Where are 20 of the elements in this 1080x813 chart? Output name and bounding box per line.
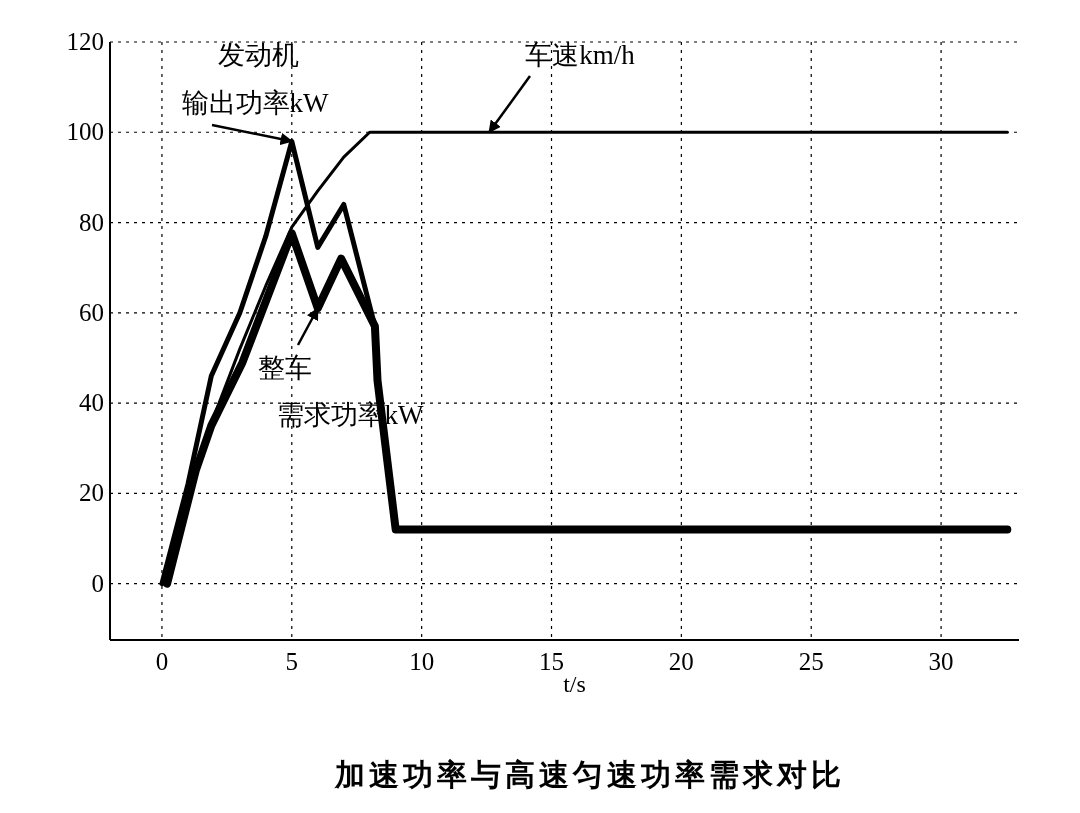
y-tick-label: 20 [79, 479, 104, 507]
x-tick-label: 0 [155, 648, 169, 675]
x-axis-title: t/s [563, 671, 586, 697]
text: 加速功率与高速匀速功率需求对比 [334, 757, 845, 792]
y-tick-label: 60 [79, 298, 104, 326]
y-tick-label: 40 [79, 389, 104, 417]
x-tick-label: 20 [668, 648, 694, 675]
x-tick-label: 30 [928, 648, 954, 675]
annotation: 输出功率kW [181, 88, 330, 118]
y-tick-label: 80 [79, 208, 104, 236]
y-tick-label: 100 [66, 118, 104, 146]
annotation: 整车 [258, 353, 312, 383]
annotation: 发动机 [217, 40, 299, 70]
x-tick-label: 15 [539, 648, 565, 675]
annotation: 车速km/h [525, 40, 636, 70]
x-tick-label: 5 [285, 648, 299, 675]
x-tick-label: 10 [409, 648, 435, 675]
y-tick-label: 120 [66, 28, 104, 55]
y-tick-label: 0 [91, 569, 104, 597]
x-tick-label: 25 [798, 648, 824, 675]
